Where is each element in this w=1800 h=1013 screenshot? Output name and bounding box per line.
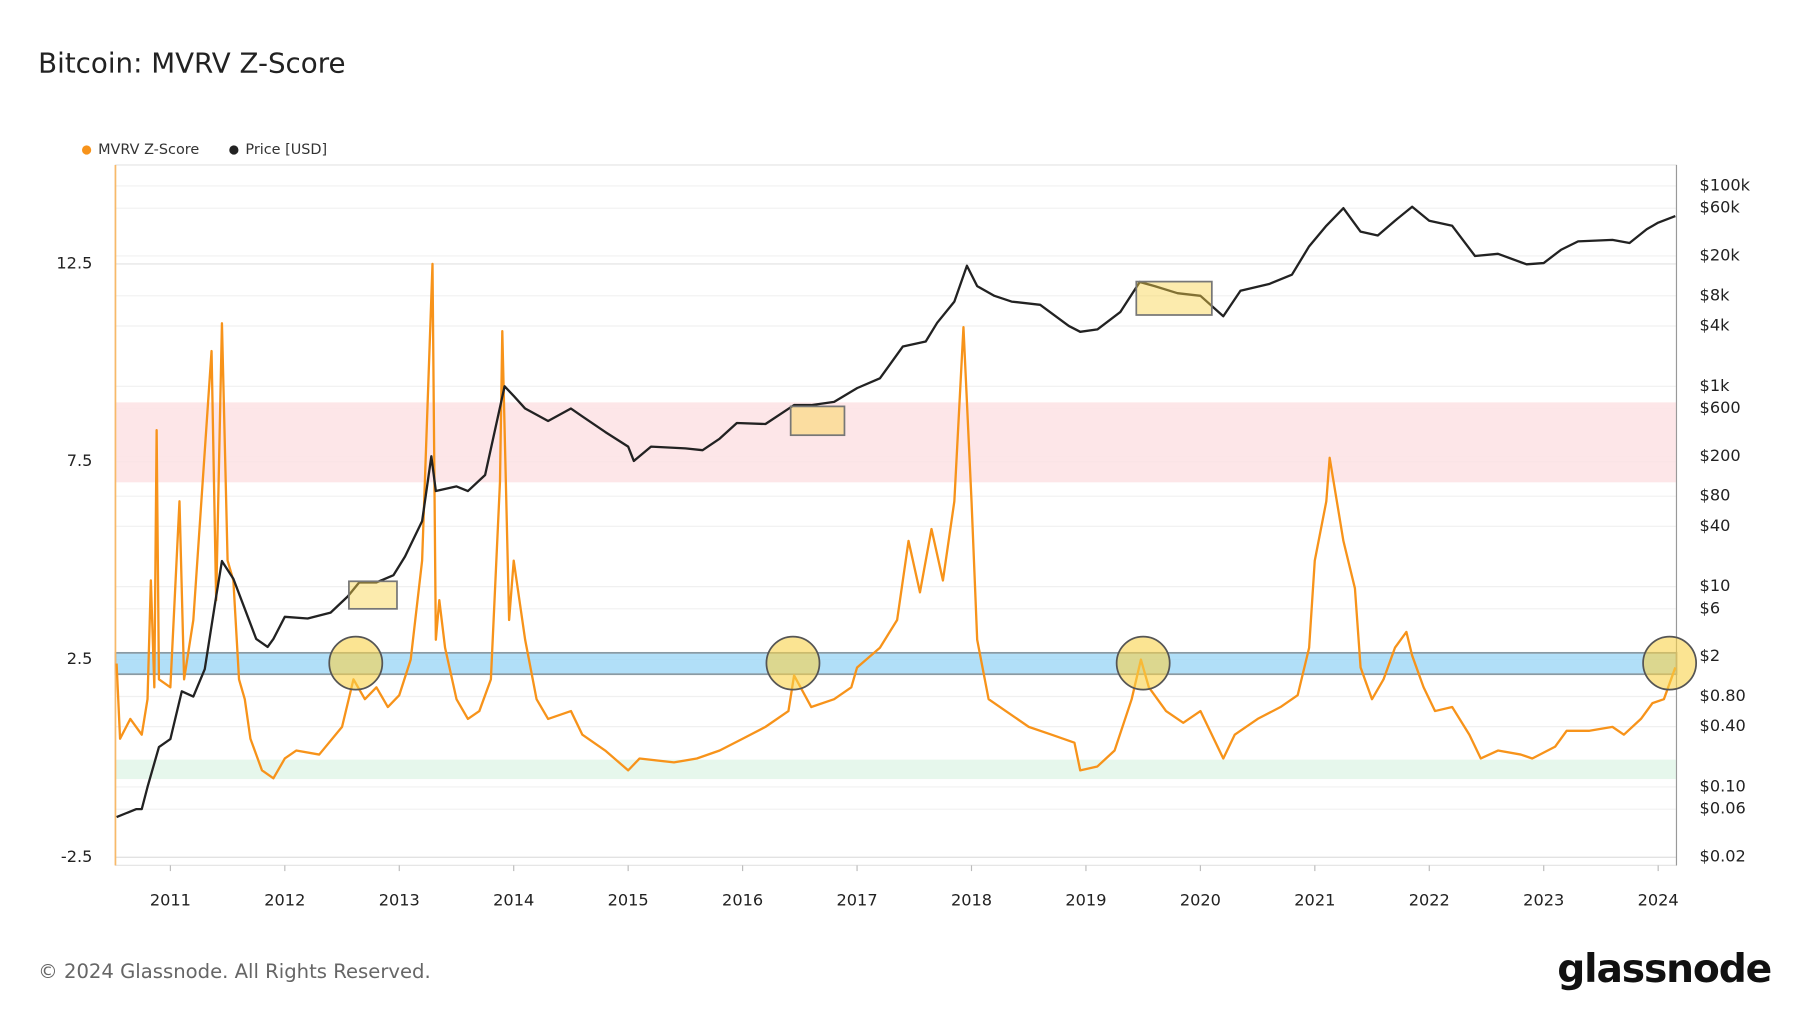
x-tick-label: 2019 (1065, 891, 1106, 910)
x-tick-label: 2024 (1638, 891, 1679, 910)
x-tick-label: 2022 (1409, 891, 1450, 910)
legend-label: MVRV Z-Score (98, 142, 199, 158)
x-tick-label: 2020 (1180, 891, 1221, 910)
x-tick-label: 2014 (493, 891, 534, 910)
y-tick-label: -2.5 (61, 847, 93, 866)
series-line (116, 205, 1676, 819)
y2-tick-label: $0.40 (1700, 716, 1746, 735)
zone-band (115, 402, 1677, 483)
x-tick-label: 2013 (379, 891, 420, 910)
highlight-box (1135, 280, 1213, 316)
y2-tick-label: $100k (1700, 175, 1751, 194)
chart-title: Bitcoin: MVRV Z-Score (38, 47, 345, 80)
x-tick-label: 2016 (722, 891, 763, 910)
y2-tick-label: $2 (1700, 646, 1721, 665)
y-tick-label: 2.5 (67, 649, 93, 668)
series-line (115, 262, 1677, 780)
y2-tick-label: $8k (1700, 285, 1731, 304)
highlight-circle (765, 635, 821, 691)
footer: © 2024 Glassnode. All Rights Reserved. (38, 960, 431, 983)
zone-band (115, 759, 1677, 780)
x-tick-label: 2018 (951, 891, 992, 910)
y2-tick-label: $4k (1700, 315, 1731, 334)
y2-tick-label: $0.06 (1700, 799, 1746, 818)
legend-marker (81, 145, 92, 155)
legend-marker (229, 145, 239, 155)
x-tick-label: 2017 (837, 891, 878, 910)
highlight-box (789, 405, 846, 437)
y2-tick-label: $10 (1700, 576, 1731, 595)
x-tick-label: 2021 (1294, 891, 1335, 910)
x-tick-label: 2023 (1523, 891, 1564, 910)
y2-tick-label: $6 (1700, 598, 1721, 617)
highlight-circle (1642, 635, 1698, 691)
y2-tick-label: $200 (1700, 446, 1741, 465)
y-tick-label: 12.5 (56, 253, 92, 272)
y2-tick-label: $20k (1700, 245, 1741, 264)
y2-tick-label: $40 (1700, 516, 1731, 535)
highlight-box (348, 580, 398, 610)
y2-tick-label: $60k (1700, 198, 1741, 217)
plot-area (114, 164, 1678, 866)
legend-label: Price [USD] (245, 142, 327, 158)
y2-tick-label: $0.80 (1700, 686, 1746, 705)
y2-tick-label: $600 (1700, 398, 1741, 417)
y2-tick-label: $80 (1700, 486, 1731, 505)
y2-tick-label: $0.02 (1700, 846, 1746, 865)
x-tick-label: 2012 (264, 891, 305, 910)
y2-tick-label: $0.10 (1700, 776, 1746, 795)
y-tick-label: 7.5 (67, 451, 93, 470)
x-tick-label: 2011 (150, 891, 191, 910)
x-tick-label: 2015 (608, 891, 649, 910)
highlight-circle (1115, 635, 1171, 691)
y2-tick-label: $1k (1700, 376, 1731, 395)
highlight-circle (328, 635, 384, 691)
brand-logo: glassnode (1557, 947, 1771, 992)
